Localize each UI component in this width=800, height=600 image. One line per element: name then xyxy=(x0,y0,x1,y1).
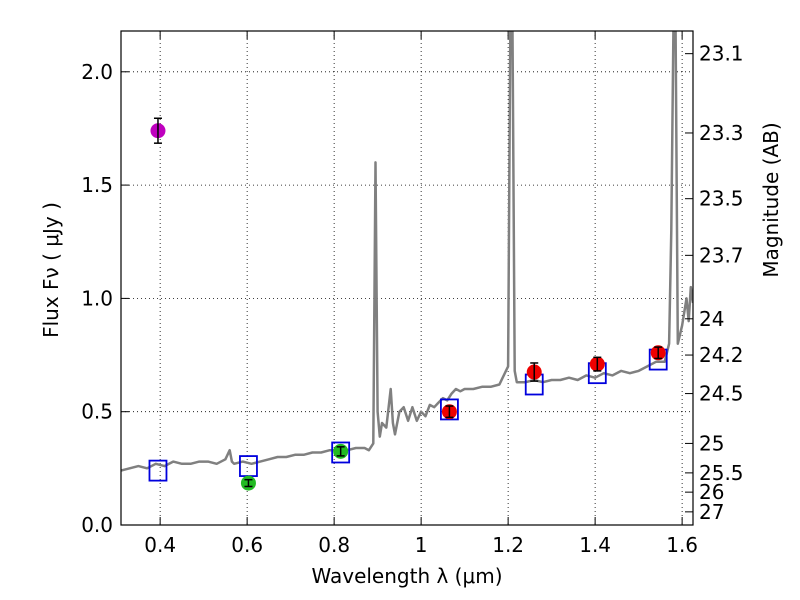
model-photometry-square xyxy=(331,441,351,464)
model-layer xyxy=(148,348,668,482)
y-tick-label: 1.5 xyxy=(81,173,113,197)
model-photometry-square xyxy=(239,455,258,477)
grid-layer xyxy=(121,31,693,526)
mag-tick-label: 23.7 xyxy=(699,243,744,267)
mag-tick-label: 24.2 xyxy=(699,343,744,367)
mag-tick-label: 24.5 xyxy=(699,382,744,406)
x-tick-label: 0.6 xyxy=(231,533,263,557)
y-tick-label: 2.0 xyxy=(81,60,113,84)
mag-tick-label: 25.5 xyxy=(699,461,744,485)
x-tick-label: 0.8 xyxy=(318,533,350,557)
x-tick-label: 1.2 xyxy=(492,533,524,557)
x-tick-label: 0.4 xyxy=(144,533,176,557)
y2-axis-title: Magnitude (AB) xyxy=(759,122,783,277)
model-spectrum-line xyxy=(121,31,693,472)
x-tick-label: 1.4 xyxy=(579,533,611,557)
y-tick-label: 0.0 xyxy=(81,513,113,537)
tick-layer: 0.4 0.6 0.8 1 1.2 1.4 1.6 0.0 0.5 1.0 1.5 2.0 23.1 23… xyxy=(81,31,744,557)
x-axis-title: Wavelength λ (μm) xyxy=(311,564,502,588)
y-tick-label: 1.0 xyxy=(81,286,113,310)
observed-layer xyxy=(150,117,666,491)
mag-tick-label: 26 xyxy=(699,480,724,504)
mag-tick-label: 23.1 xyxy=(699,42,744,66)
mag-tick-label: 23.3 xyxy=(699,121,744,145)
spectrum-layer xyxy=(121,31,693,472)
y-axis-title: Flux Fν ( μJy ) xyxy=(39,202,63,338)
x-tick-label: 1 xyxy=(415,533,428,557)
mag-tick-label: 27 xyxy=(699,500,724,524)
mag-tick-label: 23.5 xyxy=(699,187,744,211)
model-photometry-square xyxy=(148,459,168,482)
y-tick-label: 0.5 xyxy=(81,400,113,424)
plot-frame xyxy=(120,30,694,526)
x-tick-label: 1.6 xyxy=(666,533,698,557)
mag-tick-label: 24 xyxy=(699,307,724,331)
model-photometry-square xyxy=(440,398,459,421)
mag-tick-label: 25 xyxy=(699,431,724,455)
